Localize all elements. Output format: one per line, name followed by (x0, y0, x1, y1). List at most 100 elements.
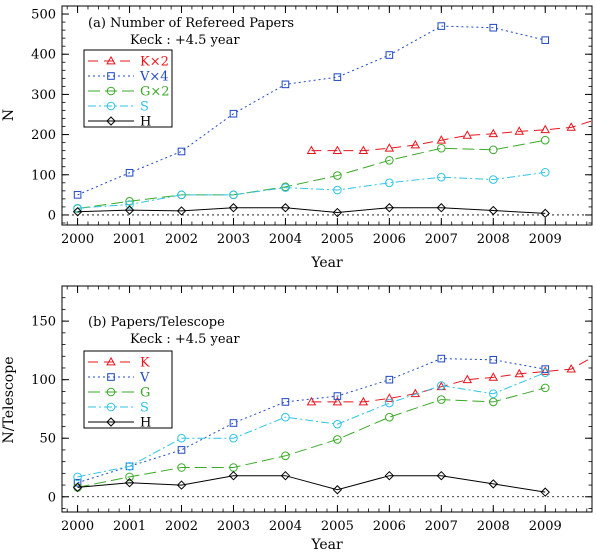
x-tick-label: 2008 (477, 232, 510, 247)
panel-a-ticks: 2000 2001 2002 2003 2004 2005 2006 2007 2008 2009… (31, 5, 592, 247)
data-point (385, 156, 394, 165)
series-line-4 (77, 207, 546, 214)
data-point (124, 205, 135, 215)
data-point (281, 398, 290, 406)
data-point (437, 172, 446, 182)
data-point (488, 128, 499, 138)
data-point (306, 396, 317, 406)
series-line-3 (77, 372, 546, 478)
panel-b-ylabel: N/Telescope (1, 357, 17, 444)
panel-b-title: (b) Papers/Telescope (88, 315, 225, 330)
data-point (436, 470, 447, 481)
data-point (488, 145, 498, 155)
legend-label: V (139, 371, 150, 386)
data-point (540, 168, 550, 177)
data-point (125, 168, 134, 177)
data-point (280, 203, 291, 213)
legend-marker (106, 101, 116, 111)
panel-a-xlabel: Year (310, 255, 343, 271)
data-point (488, 389, 498, 399)
legend-marker (106, 55, 116, 65)
data-point (437, 381, 446, 390)
x-tick-label: 2008 (477, 519, 510, 534)
data-point (437, 395, 446, 404)
data-point (176, 206, 187, 216)
data-point (385, 51, 394, 59)
legend-label: S (140, 100, 149, 115)
y-tick-label: 100 (31, 168, 56, 183)
y-tick-label: 100 (31, 373, 56, 388)
legend-label: S (140, 401, 149, 416)
data-point (540, 368, 550, 377)
data-point (332, 145, 343, 155)
y-tick-label: 50 (39, 432, 56, 447)
panel-a-ylabel: N (1, 109, 17, 121)
data-point (332, 485, 343, 495)
data-point (229, 419, 238, 427)
data-point (332, 396, 343, 406)
data-point (384, 470, 395, 481)
data-point (489, 23, 498, 32)
data-point (125, 196, 134, 206)
data-point (333, 73, 342, 81)
x-tick-label: 2002 (165, 232, 198, 247)
series-line-2 (77, 139, 546, 210)
y-tick-label: 0 (48, 490, 56, 505)
data-point (281, 80, 290, 89)
legend-marker (106, 387, 116, 397)
data-point (73, 191, 82, 199)
data-point (436, 135, 447, 144)
x-tick-label: 2009 (529, 519, 562, 534)
data-point (384, 393, 395, 402)
y-tick-label: 500 (31, 8, 56, 23)
data-point (281, 412, 290, 422)
legend-label: G×2 (140, 85, 170, 100)
data-point (437, 354, 446, 363)
y-tick-label: 200 (31, 128, 56, 143)
data-point (229, 433, 238, 443)
legend-marker (106, 402, 116, 412)
data-point (281, 451, 290, 461)
data-point (462, 130, 473, 139)
series-line-4 (77, 475, 546, 493)
data-point (488, 205, 498, 216)
data-point (540, 366, 550, 375)
panel-b: 2000 2001 2002 2003 2004 2005 2006 2007 2008 2009… (1, 285, 593, 552)
data-point (124, 478, 135, 488)
legend-marker (107, 373, 115, 381)
data-point (280, 470, 291, 481)
data-point (436, 203, 447, 213)
data-point (177, 433, 186, 443)
legend-marker (106, 86, 116, 96)
panel-b-xlabel: Year (310, 537, 343, 552)
x-tick-label: 2003 (217, 519, 250, 534)
data-point (73, 472, 82, 482)
data-point (384, 143, 395, 152)
x-tick-label: 2005 (321, 519, 354, 534)
data-point (125, 200, 134, 209)
data-point (333, 392, 342, 400)
data-point (72, 482, 83, 493)
data-point (385, 398, 394, 408)
data-point (488, 397, 498, 407)
x-tick-label: 2006 (373, 232, 406, 247)
data-point (72, 207, 83, 217)
data-point (125, 462, 134, 471)
panel-a-title: (a) Number of Refereed Papers (88, 16, 294, 31)
legend-label: H (140, 416, 151, 431)
series-line-3 (77, 171, 546, 209)
data-point (177, 446, 186, 454)
panel-a-legend: K×2V×4G×2SH (83, 49, 173, 130)
x-tick-label: 2000 (61, 519, 94, 534)
data-point (385, 412, 394, 422)
data-point (177, 190, 186, 200)
data-point (333, 185, 342, 195)
data-point (281, 183, 290, 192)
data-point (358, 145, 369, 155)
panel-a-series-group (72, 22, 593, 219)
data-point (306, 145, 317, 155)
panel-b-legend-box (83, 350, 173, 429)
data-point (176, 480, 187, 490)
legend-label: V×4 (139, 70, 169, 85)
